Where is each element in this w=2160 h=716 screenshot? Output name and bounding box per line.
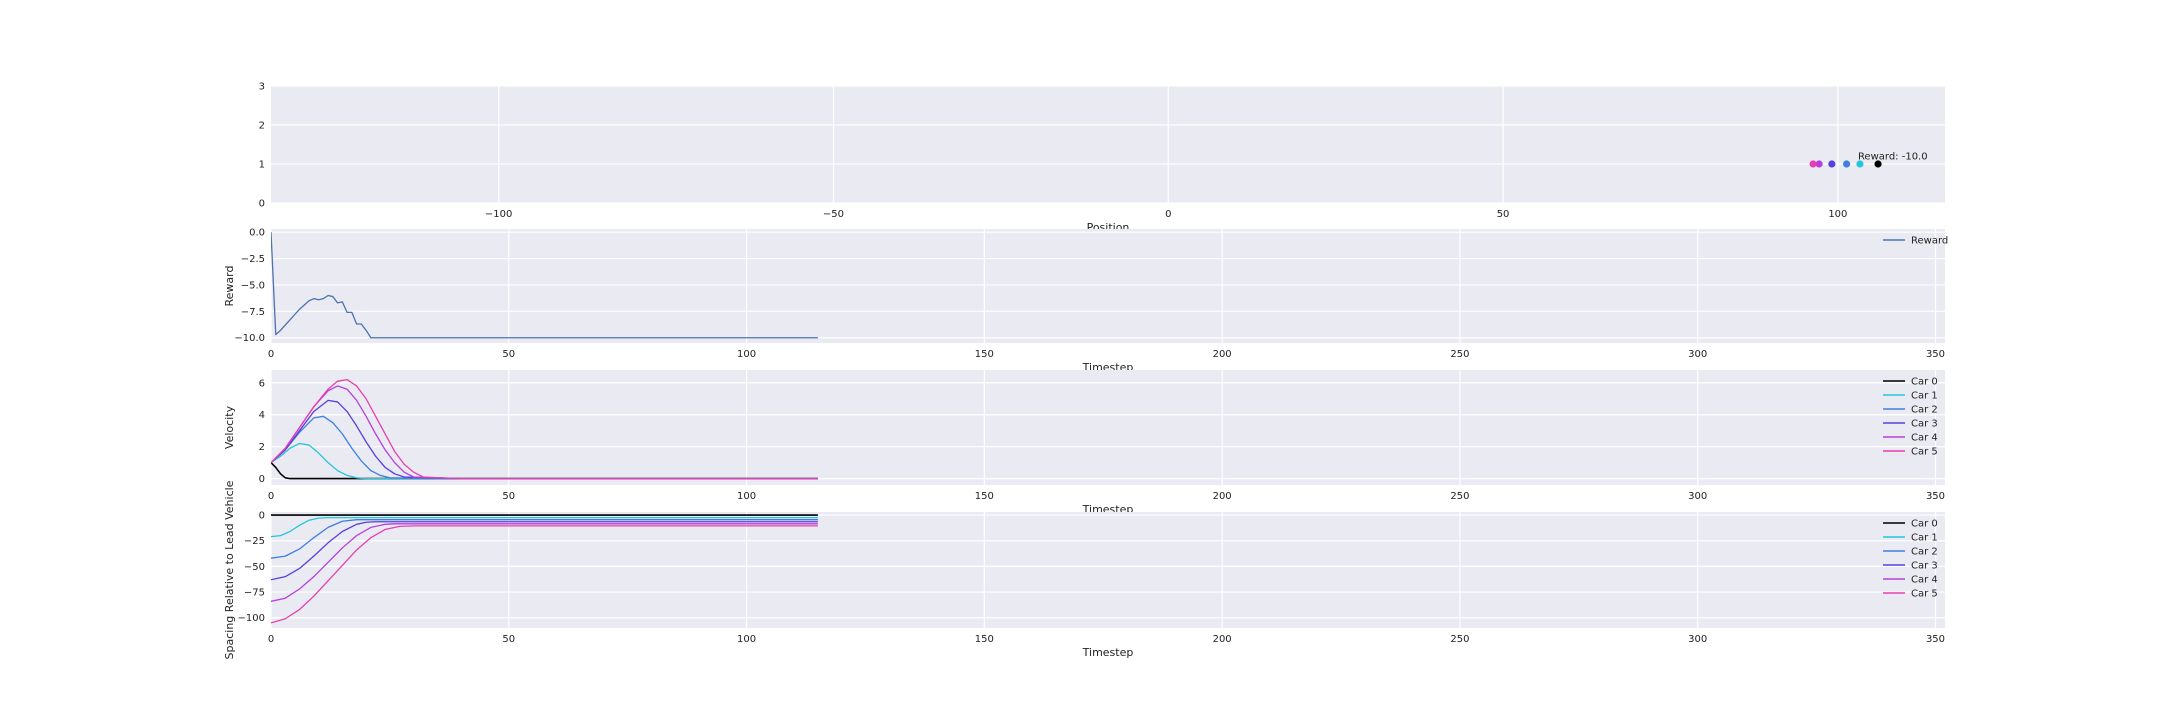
spacing-xtick-label: 150: [975, 634, 994, 645]
velocity-xtick-label: 100: [737, 491, 756, 502]
car-position-point: [1874, 160, 1882, 168]
spacing-data: [271, 514, 818, 624]
spacing-legend-label: Car 0: [1911, 519, 1938, 530]
velocity-xtick-label: 150: [975, 491, 994, 502]
spacing-ytick-label: 0: [259, 511, 265, 522]
velocity-xtick-label: 200: [1213, 491, 1232, 502]
reward-legend-label: Reward: [1911, 236, 1948, 247]
reward-xtick-label: 300: [1688, 349, 1707, 360]
velocity-xtick-label: 350: [1926, 491, 1945, 502]
spacing-legend-label: Car 5: [1911, 589, 1938, 600]
velocity-legend: Car 0 Car 1 Car 2 Car 3 Car 4 Car 5: [1883, 377, 1938, 458]
positions-xtick-label: −100: [485, 209, 512, 220]
positions-xtick-label: 100: [1828, 209, 1847, 220]
reward-xtick-label: 100: [737, 349, 756, 360]
velocity-legend-label: Car 1: [1911, 391, 1938, 402]
spacing-series-line: [271, 517, 818, 538]
velocity-ytick-label: 4: [259, 410, 265, 421]
velocity-series-line: [271, 399, 818, 480]
reward-ytick-label: 0.0: [249, 228, 265, 239]
reward-data: [271, 232, 818, 339]
velocity-ytick-label: 6: [259, 378, 265, 389]
car-position-point: [1815, 160, 1823, 168]
spacing-panel: 0 50 100 150 200 250 300 350 0 −25 −50 −75 −100 Times…: [223, 480, 1945, 659]
velocity-legend-label: Car 0: [1911, 377, 1938, 388]
positions-ytick-label: 2: [259, 121, 265, 132]
spacing-series-line: [271, 519, 818, 559]
spacing-ytick-label: −25: [244, 536, 265, 547]
positions-plot-area: [271, 86, 1945, 203]
velocity-plot-area: [271, 370, 1945, 485]
velocity-xtick-label: 300: [1688, 491, 1707, 502]
car-position-point: [1828, 160, 1836, 168]
velocity-ytick-label: 0: [259, 474, 265, 485]
reward-ytick-label: −5.0: [241, 280, 265, 291]
spacing-xtick-label: 50: [502, 634, 515, 645]
velocity-xtick-label: 250: [1450, 491, 1469, 502]
velocity-ytick-label: 2: [259, 442, 265, 453]
car-position-point: [1856, 160, 1864, 168]
reward-ytick-label: −10.0: [234, 333, 265, 344]
velocity-ylabel: Velocity: [223, 405, 236, 449]
car-position-point: [1842, 160, 1851, 168]
velocity-series-line: [271, 442, 818, 480]
reward-ytick-label: −2.5: [241, 254, 265, 265]
spacing-ytick-label: −100: [238, 613, 265, 624]
reward-ylabel: Reward: [223, 266, 236, 307]
velocity-data: [271, 378, 818, 480]
reward-xtick-label: 50: [502, 349, 515, 360]
spacing-legend-label: Car 4: [1911, 575, 1938, 586]
spacing-legend-label: Car 1: [1911, 533, 1938, 544]
reward-legend: Reward: [1883, 236, 1948, 247]
spacing-xtick-label: 200: [1213, 634, 1232, 645]
velocity-legend-label: Car 4: [1911, 433, 1938, 444]
velocity-legend-label: Car 2: [1911, 405, 1938, 416]
velocity-legend-label: Car 5: [1911, 447, 1938, 458]
reward-xtick-label: 350: [1926, 349, 1945, 360]
velocity-xtick-label: 0: [268, 491, 274, 502]
positions-xtick-label: −50: [823, 209, 844, 220]
reward-xtick-label: 250: [1450, 349, 1469, 360]
spacing-ylabel: Spacing Relative to Lead Vehicle: [223, 480, 236, 659]
spacing-ytick-label: −50: [244, 562, 265, 573]
velocity-legend-label: Car 3: [1911, 419, 1938, 430]
spacing-ytick-label: −75: [244, 588, 265, 599]
spacing-xtick-label: 0: [268, 634, 274, 645]
reward-xtick-label: 200: [1213, 349, 1232, 360]
positions-xtick-label: 50: [1497, 209, 1510, 220]
positions-data: [1809, 160, 1882, 168]
reward-plot-area: [271, 229, 1945, 343]
spacing-xtick-label: 350: [1926, 634, 1945, 645]
spacing-series-line: [271, 521, 818, 581]
positions-ytick-label: 1: [259, 160, 265, 171]
spacing-xtick-label: 250: [1450, 634, 1469, 645]
velocity-series-line: [271, 415, 818, 480]
reward-series-line: [271, 232, 818, 339]
positions-ytick-label: 3: [259, 82, 265, 93]
reward-xtick-label: 0: [268, 349, 274, 360]
spacing-legend: Car 0 Car 1 Car 2 Car 3 Car 4 Car 5: [1883, 519, 1938, 600]
velocity-xtick-label: 50: [502, 491, 515, 502]
spacing-xtick-label: 300: [1688, 634, 1707, 645]
spacing-xlabel: Timestep: [1082, 646, 1134, 659]
positions-ytick-label: 0: [259, 199, 265, 210]
spacing-legend-label: Car 3: [1911, 561, 1938, 572]
reward-annotation: Reward: -10.0: [1858, 151, 1928, 162]
velocity-series-line: [271, 378, 818, 480]
reward-xtick-label: 150: [975, 349, 994, 360]
spacing-plot-area: [271, 512, 1945, 628]
car-position-point: [1809, 160, 1817, 168]
spacing-series-line: [271, 523, 818, 602]
positions-xtick-label: 0: [1165, 209, 1171, 220]
reward-ytick-label: −7.5: [241, 307, 265, 318]
reward-panel: 0 50 100 150 200 250 300 350 0.0 −2.5 −5.0 −7.5 −10.…: [223, 228, 1948, 374]
spacing-xtick-label: 100: [737, 634, 756, 645]
velocity-panel: 0 50 100 150 200 250 300 3500246TimestepVelocit…: [223, 370, 1945, 516]
spacing-legend-label: Car 2: [1911, 547, 1938, 558]
spacing-series-line: [271, 525, 818, 624]
